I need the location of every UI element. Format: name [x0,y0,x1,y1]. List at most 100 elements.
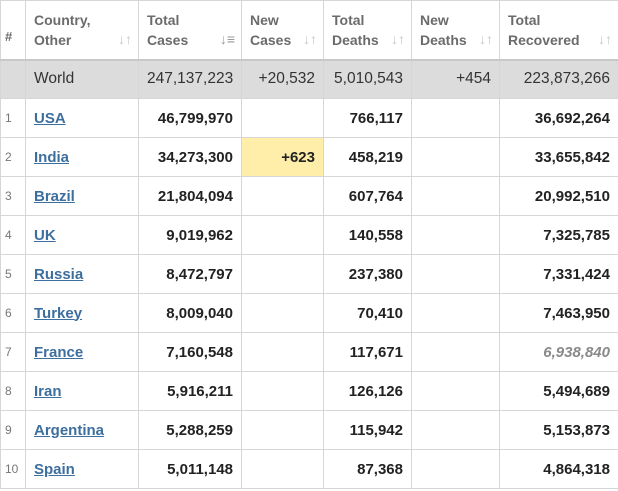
row-total-deaths: 117,671 [323,332,412,372]
row-country: Spain [25,449,139,489]
row-rank: 8 [0,371,26,411]
row-rank: 2 [0,137,26,177]
row-new-deaths [411,137,500,177]
header-new-cases-line1: New [250,11,279,28]
sort-arrows-icon[interactable]: ↓↑ [391,30,405,47]
sort-arrows-icon[interactable]: ↓↑ [598,30,612,47]
row-total-cases: 5,011,148 [138,449,242,489]
sort-desc-icon[interactable]: ↓≡ [219,30,235,47]
world-total-deaths: 5,010,543 [323,59,412,99]
country-link[interactable]: Russia [34,265,84,283]
world-country: World [25,59,139,99]
header-country[interactable]: Country, Other ↓↑ [25,0,139,61]
row-total-deaths: 70,410 [323,293,412,333]
row-new-cases [241,98,324,138]
header-rank-label: # [5,28,13,44]
row-total-cases: 9,019,962 [138,215,242,255]
row-total-deaths: 126,126 [323,371,412,411]
header-total-deaths[interactable]: Total Deaths ↓↑ [323,0,412,61]
table-row: 4 UK 9,019,962 140,558 7,325,785 [0,215,618,255]
row-total-recovered: 7,463,950 [499,293,618,333]
row-total-deaths: 607,764 [323,176,412,216]
country-link[interactable]: France [34,343,84,361]
country-link[interactable]: USA [34,109,66,127]
row-new-cases [241,176,324,216]
header-rank[interactable]: # [0,0,26,61]
row-total-cases: 8,009,040 [138,293,242,333]
table-row: 5 Russia 8,472,797 237,380 7,331,424 [0,254,618,294]
row-total-deaths: 237,380 [323,254,412,294]
world-new-deaths: +454 [411,59,500,99]
table-row: 3 Brazil 21,804,094 607,764 20,992,510 [0,176,618,216]
header-new-deaths-line1: New [420,11,449,28]
table-row: 1 USA 46,799,970 766,117 36,692,264 [0,98,618,138]
header-new-deaths-line2: Deaths [420,31,467,48]
sort-arrows-icon[interactable]: ↓↑ [118,30,132,47]
row-new-deaths [411,449,500,489]
row-rank: 10 [0,449,26,489]
header-total-cases-line1: Total [147,11,180,28]
row-country: India [25,137,139,177]
row-total-recovered: 5,494,689 [499,371,618,411]
table-row: 7 France 7,160,548 117,671 6,938,840 [0,332,618,372]
row-total-recovered: 5,153,873 [499,410,618,450]
row-total-deaths: 458,219 [323,137,412,177]
row-total-deaths: 87,368 [323,449,412,489]
header-new-cases-line2: Cases [250,31,292,48]
row-rank: 3 [0,176,26,216]
row-new-cases [241,449,324,489]
row-total-cases: 34,273,300 [138,137,242,177]
country-link[interactable]: Brazil [34,187,75,205]
row-total-cases: 8,472,797 [138,254,242,294]
row-new-deaths [411,332,500,372]
row-total-recovered: 33,655,842 [499,137,618,177]
row-total-cases: 7,160,548 [138,332,242,372]
header-total-recovered[interactable]: Total Recovered ↓↑ [499,0,618,61]
header-new-cases[interactable]: New Cases ↓↑ [241,0,324,61]
country-link[interactable]: India [34,148,70,166]
world-total-cases: 247,137,223 [138,59,242,99]
row-new-deaths [411,176,500,216]
row-total-cases: 5,916,211 [138,371,242,411]
country-link[interactable]: Turkey [34,304,83,322]
row-new-deaths [411,98,500,138]
country-link[interactable]: Spain [34,460,75,478]
country-link[interactable]: UK [34,226,56,244]
table-row: 8 Iran 5,916,211 126,126 5,494,689 [0,371,618,411]
header-total-cases[interactable]: Total Cases ↓≡ [138,0,242,61]
header-total-deaths-line2: Deaths [332,31,379,48]
row-new-cases [241,293,324,333]
header-country-line1: Country, [34,11,91,28]
row-new-deaths [411,293,500,333]
header-total-cases-line2: Cases [147,31,189,48]
row-country: UK [25,215,139,255]
sort-arrows-icon[interactable]: ↓↑ [479,30,493,47]
sort-arrows-icon[interactable]: ↓↑ [303,30,317,47]
row-rank: 5 [0,254,26,294]
row-new-cases [241,215,324,255]
table-row: 6 Turkey 8,009,040 70,410 7,463,950 [0,293,618,333]
row-total-recovered: 36,692,264 [499,98,618,138]
header-new-deaths[interactable]: New Deaths ↓↑ [411,0,500,61]
row-total-deaths: 115,942 [323,410,412,450]
row-new-deaths [411,371,500,411]
row-total-deaths: 140,558 [323,215,412,255]
table-row: 2 India 34,273,300 +623 458,219 33,655,842 [0,137,618,177]
row-country: Iran [25,371,139,411]
country-link[interactable]: Argentina [34,421,105,439]
row-total-recovered: 4,864,318 [499,449,618,489]
row-rank: 1 [0,98,26,138]
row-total-cases: 21,804,094 [138,176,242,216]
row-rank: 4 [0,215,26,255]
row-new-cases [241,371,324,411]
row-total-recovered: 20,992,510 [499,176,618,216]
row-total-recovered: 7,325,785 [499,215,618,255]
header-country-line2: Other [34,31,72,48]
header-total-deaths-line1: Total [332,11,365,28]
row-total-recovered: 6,938,840 [499,332,618,372]
row-country: Russia [25,254,139,294]
header-total-recovered-line1: Total [508,11,541,28]
country-link[interactable]: Iran [34,382,62,400]
row-new-deaths [411,215,500,255]
